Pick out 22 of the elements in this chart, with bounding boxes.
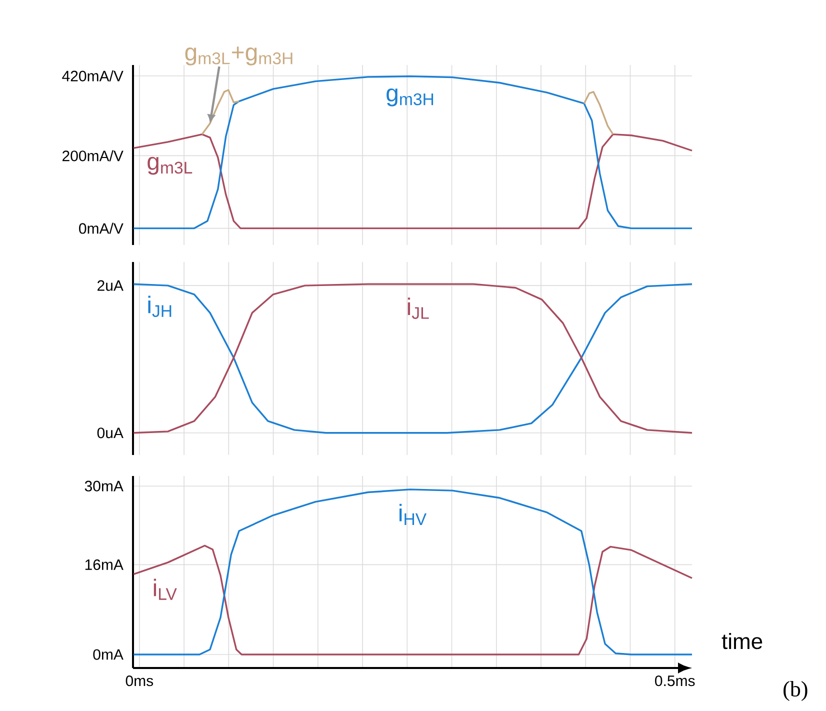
y-tick-label: 420mA/V [62,70,124,82]
series-label: g$_{m3L}$+g$_{m3H}$ [185,46,292,66]
y-tick-label: 0uA [97,428,124,438]
x-tick-label: 0ms [126,676,154,686]
y-tick-label: 0mA/V [79,222,124,234]
series-label: i$_{HV}$ [400,504,427,525]
y-tick-label: 200mA/V [62,150,124,162]
text: (b) [784,681,808,702]
series-label: i$_{JH}$ [148,296,172,318]
y-tick-label: 2uA [98,280,124,291]
line-series [132,133,693,230]
series-label: i$_{JL}$ [408,298,429,319]
y-tick-label: 0mA [93,649,124,660]
x-axis-title: time [722,633,762,650]
x-tick-label: 0.5ms [655,676,695,686]
series-label: g$_{m3L}$ [148,156,192,175]
line-series [132,544,693,656]
y-tick-label: 16mA [85,559,124,570]
series-label: g$_{m3H}$ [386,88,434,106]
y-tick-label: 30mA [84,480,124,492]
series-label: i$_{LV}$ [154,578,177,600]
line-series [132,488,693,656]
